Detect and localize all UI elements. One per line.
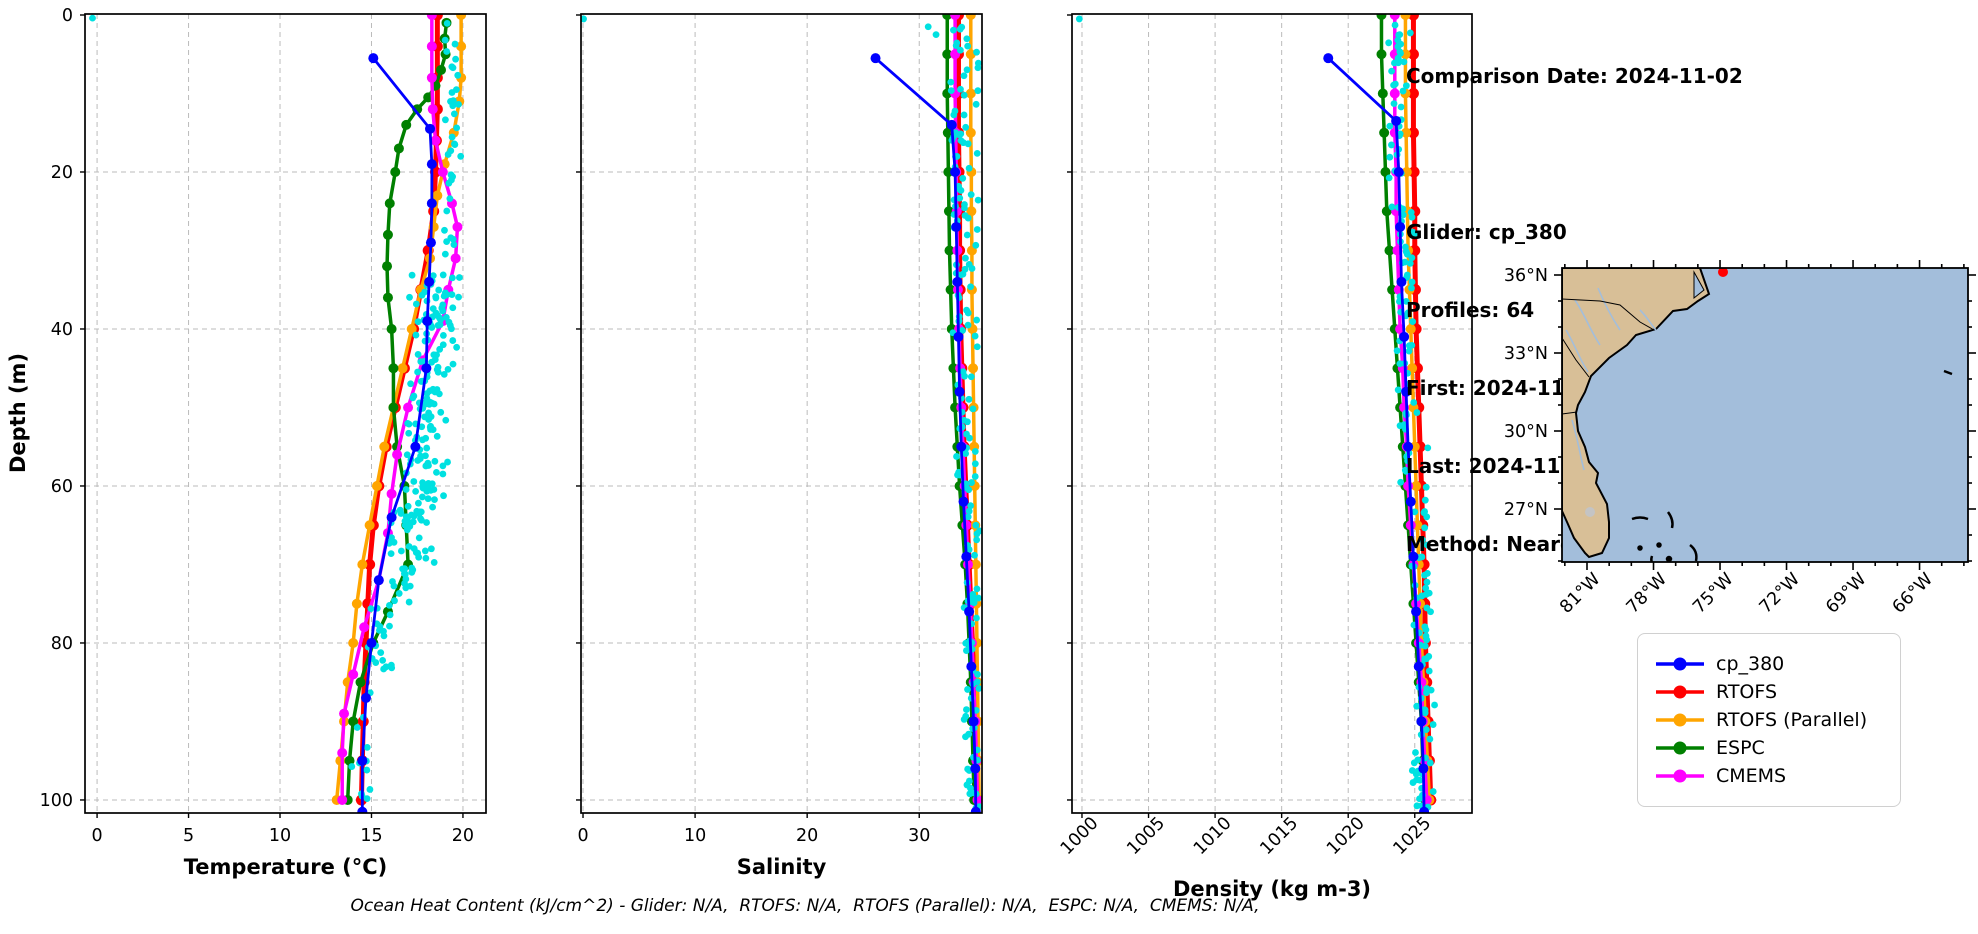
density-series-cp_380 xyxy=(1323,53,1430,813)
x-tick-label: 1020 xyxy=(1323,813,1369,859)
x-tick-label: 20 xyxy=(796,826,818,846)
profiles-count: Profiles: 64 xyxy=(1406,298,1535,322)
map-lon-label: 81°W xyxy=(1556,569,1604,617)
legend-item-rtofs: RTOFS xyxy=(1654,681,1884,703)
temperature-frame xyxy=(84,13,487,814)
glider-position-marker xyxy=(1718,268,1728,277)
legend-line-sample xyxy=(1656,741,1704,755)
legend-item-cp-380: cp_380 xyxy=(1654,653,1884,675)
legend-item-cmems: CMEMS xyxy=(1654,765,1884,787)
legend-label: RTOFS xyxy=(1716,681,1778,703)
lake-okeechobee xyxy=(1585,507,1595,517)
legend-label: cp_380 xyxy=(1716,653,1785,675)
salinity-axis-label: Salinity xyxy=(737,855,827,879)
state-borders xyxy=(1562,298,1655,415)
x-tick-label: 1010 xyxy=(1190,813,1236,859)
legend-item-rtofs-parallel: RTOFS (Parallel) xyxy=(1654,709,1884,731)
density-glider-scatter xyxy=(1075,15,1438,811)
legend-line-sample xyxy=(1656,769,1704,783)
density-axis-label: Density (kg m-3) xyxy=(1173,877,1371,901)
ocean-heat-content-annotation: Ocean Heat Content (kJ/cm^2) - Glider: N… xyxy=(350,896,1260,916)
depth-axis-label: Depth (m) xyxy=(6,352,30,474)
legend-label: CMEMS xyxy=(1716,765,1787,787)
y-tick-label: 100 xyxy=(40,791,73,811)
density-frame xyxy=(1071,13,1473,814)
map-lon-label: 78°W xyxy=(1623,569,1671,617)
temperature-ticks xyxy=(80,14,464,818)
y-tick-label: 20 xyxy=(51,163,73,183)
temperature-series-cp_380 xyxy=(357,53,437,813)
x-tick-label: 1005 xyxy=(1123,813,1169,859)
map-lon-label: 69°W xyxy=(1822,569,1870,617)
legend-line-sample xyxy=(1656,713,1704,727)
salinity-frame xyxy=(580,13,983,814)
x-tick-label: 10 xyxy=(269,826,291,846)
legend-line-sample xyxy=(1656,657,1704,671)
info-gap xyxy=(1406,141,1743,167)
x-tick-label: 1015 xyxy=(1257,813,1303,859)
x-tick-label: 15 xyxy=(360,826,382,846)
comparison-date: Comparison Date: 2024-11-02 xyxy=(1406,64,1743,88)
x-tick-label: 10 xyxy=(684,826,706,846)
legend-line-sample xyxy=(1656,685,1704,699)
bahamas-islands xyxy=(1631,511,1698,562)
temperature-tick-labels: 0 5 10 15 20 0 20 40 60 80 100 xyxy=(40,6,474,846)
map-ticks xyxy=(1554,260,1976,570)
map-lon-label: 66°W xyxy=(1889,569,1937,617)
x-tick-label: 0 xyxy=(92,826,103,846)
pamlico-sound xyxy=(1693,270,1705,300)
bermuda xyxy=(1943,369,1953,376)
map-lon-label: 72°W xyxy=(1756,569,1804,617)
salinity-grid xyxy=(581,14,982,813)
salinity-ticks xyxy=(576,14,920,818)
legend-label: ESPC xyxy=(1716,737,1765,759)
map-lat-label: 30°N xyxy=(1504,422,1548,442)
temperature-grid xyxy=(85,14,486,813)
density-tick-labels: 1000 1005 1010 1015 1020 1025 xyxy=(1057,813,1435,859)
map-lon-label: 75°W xyxy=(1689,569,1737,617)
salinity-plot: 0 10 20 30 Salinity xyxy=(576,13,983,879)
map-land xyxy=(1562,268,1711,559)
temperature-glider-scatter xyxy=(89,14,465,802)
x-tick-label: 0 xyxy=(577,826,588,846)
y-tick-label: 60 xyxy=(51,477,73,497)
salinity-tick-labels: 0 10 20 30 xyxy=(577,826,930,846)
density-plot: 1000 1005 1010 1015 1020 1025 Density (kg m-3) xyxy=(1057,13,1473,901)
x-tick-label: 30 xyxy=(908,826,930,846)
map-lat-label: 33°N xyxy=(1504,344,1548,364)
y-tick-label: 0 xyxy=(62,6,73,26)
salinity-series-cp_380 xyxy=(870,53,981,813)
salinity-glider-scatter xyxy=(581,15,982,812)
x-tick-label: 1000 xyxy=(1057,813,1103,859)
x-tick-label: 1025 xyxy=(1390,813,1436,859)
map-lat-label: 36°N xyxy=(1504,266,1548,286)
legend-label: RTOFS (Parallel) xyxy=(1716,709,1868,731)
map-rivers xyxy=(1565,287,1657,471)
legend-item-espc: ESPC xyxy=(1654,737,1884,759)
y-tick-label: 40 xyxy=(51,320,73,340)
temperature-axis-label: Temperature (°C) xyxy=(184,855,387,879)
density-ticks xyxy=(1067,14,1416,818)
glider-name: Glider: cp_380 xyxy=(1406,220,1567,244)
location-map: 36°N 33°N 30°N 27°N 81°W 78°W 75°W 72°W 69°W 66°W xyxy=(1504,260,1976,618)
y-tick-label: 80 xyxy=(51,634,73,654)
legend: cp_380 RTOFS RTOFS (Parallel) ESPC CMEMS xyxy=(1637,633,1901,807)
map-lat-label: 27°N xyxy=(1504,500,1548,520)
temperature-plot: 0 5 10 15 20 0 20 40 60 80 100 Temperature (°C) xyxy=(40,6,487,879)
x-tick-label: 5 xyxy=(183,826,194,846)
x-tick-label: 20 xyxy=(452,826,474,846)
